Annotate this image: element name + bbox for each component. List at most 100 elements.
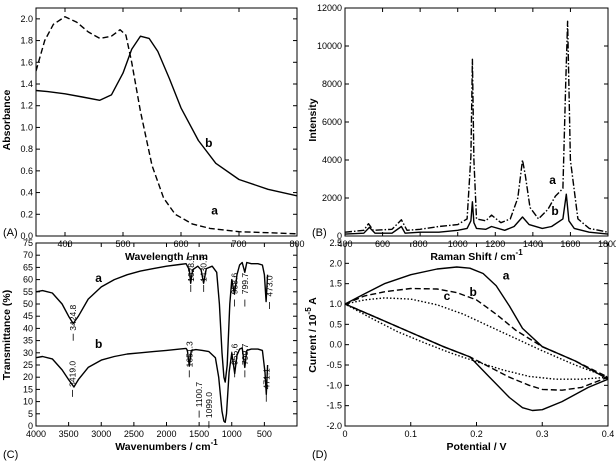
curve-label-b: b xyxy=(95,337,102,351)
y-tick-label: 0.6 xyxy=(20,166,33,176)
x-axis-ticks: 4000 3500 3000 2500 2000 1500 1000 500 xyxy=(26,243,272,439)
y-tick-label: 1.0 xyxy=(329,299,342,309)
y-axis-title: Intensity xyxy=(307,98,319,141)
x-axis-title: Raman Shift / cm-1 xyxy=(430,248,523,263)
y-tick-label: 25 xyxy=(23,360,33,370)
series-line-b xyxy=(345,287,608,391)
y-tick-label: 0 xyxy=(28,421,33,431)
series-line-a xyxy=(36,261,269,383)
peak-annotation: 1099.0 xyxy=(204,392,214,429)
panel-label: (C) xyxy=(3,449,18,461)
plot-frame xyxy=(35,7,298,237)
y-tick-label: 1.5 xyxy=(329,279,342,289)
x-tick-label: 1200 xyxy=(485,239,505,249)
peak-annotation: 473.0 xyxy=(265,275,275,309)
peak-label: 473.0 xyxy=(265,275,275,297)
y-tick-label: 0.5 xyxy=(329,319,342,329)
y-tick-label: 20 xyxy=(23,372,33,382)
series-line-b xyxy=(36,347,269,423)
y-tick-label: -2.0 xyxy=(326,421,342,431)
peak-annotation: 955.6 xyxy=(230,343,240,378)
x-tick-label: 3000 xyxy=(91,429,111,439)
curve-label-a: a xyxy=(503,269,510,283)
peak-label: 3424.8 xyxy=(68,304,78,330)
peak-annotation: 1100.7 xyxy=(194,382,204,418)
panel-label: (D) xyxy=(312,449,327,461)
y-tick-label: 8000 xyxy=(322,79,342,89)
y-tick-label: -1.0 xyxy=(326,380,342,390)
series-line-a xyxy=(345,20,608,233)
x-tick-label: 0.4 xyxy=(602,429,615,439)
y-tick-label: 0.4 xyxy=(20,188,33,198)
x-axis-ticks: 0 0.1 0.2 0.3 0.4 xyxy=(342,243,614,439)
curve-label-a: a xyxy=(95,271,102,285)
y-tick-label: 65 xyxy=(23,262,33,272)
curve-label-b: b xyxy=(551,204,558,218)
y-tick-label: 50 xyxy=(23,299,33,309)
y-tick-label: 2.0 xyxy=(329,258,342,268)
peak-label: 955.6 xyxy=(230,343,240,365)
peak-annotation: 799.7 xyxy=(240,343,250,378)
series-group xyxy=(345,20,608,235)
y-tick-label: 2.5 xyxy=(329,238,342,248)
series-group xyxy=(345,266,608,412)
x-axis-ticks: 400 500 600 700 800 xyxy=(57,8,305,249)
curve-label-b: b xyxy=(470,285,477,299)
y-tick-label: 1.6 xyxy=(20,57,33,67)
curve-label-c: c xyxy=(444,289,451,303)
y-tick-label: 1.4 xyxy=(20,79,33,89)
x-tick-label: 2500 xyxy=(124,429,144,439)
series-line-a xyxy=(36,16,297,235)
series-line-a xyxy=(345,266,608,412)
x-axis-title-superscript: -1 xyxy=(211,438,219,447)
peak-annotation: 799.7 xyxy=(240,273,250,307)
y-tick-label: 6000 xyxy=(322,117,342,127)
peak-label: 1651.3 xyxy=(184,341,194,367)
y-tick-label: 55 xyxy=(23,287,33,297)
y-tick-label: 0 xyxy=(337,231,342,241)
peak-label: 958.6 xyxy=(229,273,239,295)
y-axis-title: Absorbance xyxy=(1,90,13,151)
peak-annotation: 958.6 xyxy=(229,273,239,307)
y-axis-ticks: -2.0 -1.5 -1.0 -0.5 0.0 0.5 1.0 1.5 2.0 2.5 xyxy=(326,238,608,431)
series-line-c xyxy=(345,297,608,380)
series-line-b xyxy=(345,193,608,235)
x-axis-title: Wavelength / nm xyxy=(125,251,208,263)
x-tick-label: 600 xyxy=(173,239,188,249)
peak-label: 1100.7 xyxy=(194,382,204,408)
y-tick-label: 0.2 xyxy=(20,209,33,219)
panel-b-raman-chart: 400 600 800 1000 1200 1400 1600 180002000400060… xyxy=(307,3,616,263)
peak-annotation: 1430.7 xyxy=(199,256,209,292)
panel-label: (B) xyxy=(312,227,327,239)
y-tick-label: 1.2 xyxy=(20,101,33,111)
peak-annotation: 3424.8 xyxy=(68,304,78,341)
x-tick-label: 500 xyxy=(257,429,272,439)
y-tick-label: 15 xyxy=(23,384,33,394)
y-tick-label: 12000 xyxy=(317,3,342,13)
peak-annotation: 1651.3 xyxy=(184,341,194,378)
y-tick-label: 45 xyxy=(23,311,33,321)
x-tick-label: 600 xyxy=(375,239,390,249)
panel-d-cv-chart: 0 0.1 0.2 0.3 0.4 -2.0 -1.5 -1.0 -0.5 0.0 0.5 1.0 1.… xyxy=(304,238,614,461)
x-tick-label: 0.3 xyxy=(536,429,549,439)
peak-label: 471.1 xyxy=(261,368,271,390)
y-axis-ticks: 0 5 10 15 20 25 30 35 40 45 50 55 60 65 70 75 xyxy=(23,238,297,431)
y-tick-label: 4000 xyxy=(322,155,342,165)
y-tick-label: -1.5 xyxy=(326,401,342,411)
x-tick-label: 0 xyxy=(342,429,347,439)
y-tick-label: 70 xyxy=(23,250,33,260)
panel-label: (A) xyxy=(3,227,18,239)
series-line-b xyxy=(36,35,297,197)
peak-annotation: 3419.0 xyxy=(68,361,78,397)
y-tick-label: 2.0 xyxy=(20,14,33,24)
x-tick-label: 400 xyxy=(57,239,72,249)
peak-annotation: 471.1 xyxy=(261,368,271,402)
y-axis-title: Transmittance (%) xyxy=(1,290,13,380)
series-group xyxy=(36,261,269,423)
peak-label: 799.7 xyxy=(240,343,250,365)
x-tick-label: 0.2 xyxy=(470,429,483,439)
y-tick-label: 60 xyxy=(23,275,33,285)
y-axis-title-superscript: -5 xyxy=(304,307,313,315)
y-tick-label: 1.8 xyxy=(20,36,33,46)
